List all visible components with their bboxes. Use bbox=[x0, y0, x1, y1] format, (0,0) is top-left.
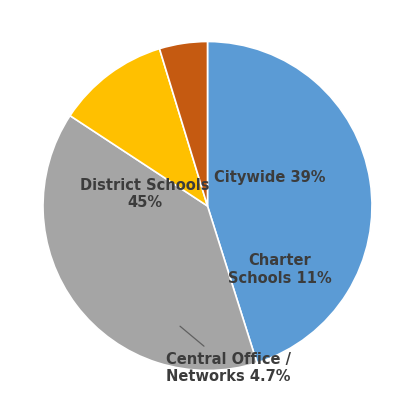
Text: District Schools
45%: District Schools 45% bbox=[80, 177, 210, 209]
Wedge shape bbox=[208, 43, 372, 363]
Wedge shape bbox=[159, 43, 208, 206]
Text: Citywide 39%: Citywide 39% bbox=[214, 169, 326, 185]
Wedge shape bbox=[70, 50, 208, 206]
Text: Charter
Schools 11%: Charter Schools 11% bbox=[228, 253, 332, 285]
Text: Central Office /
Networks 4.7%: Central Office / Networks 4.7% bbox=[166, 326, 291, 383]
Wedge shape bbox=[43, 116, 257, 370]
